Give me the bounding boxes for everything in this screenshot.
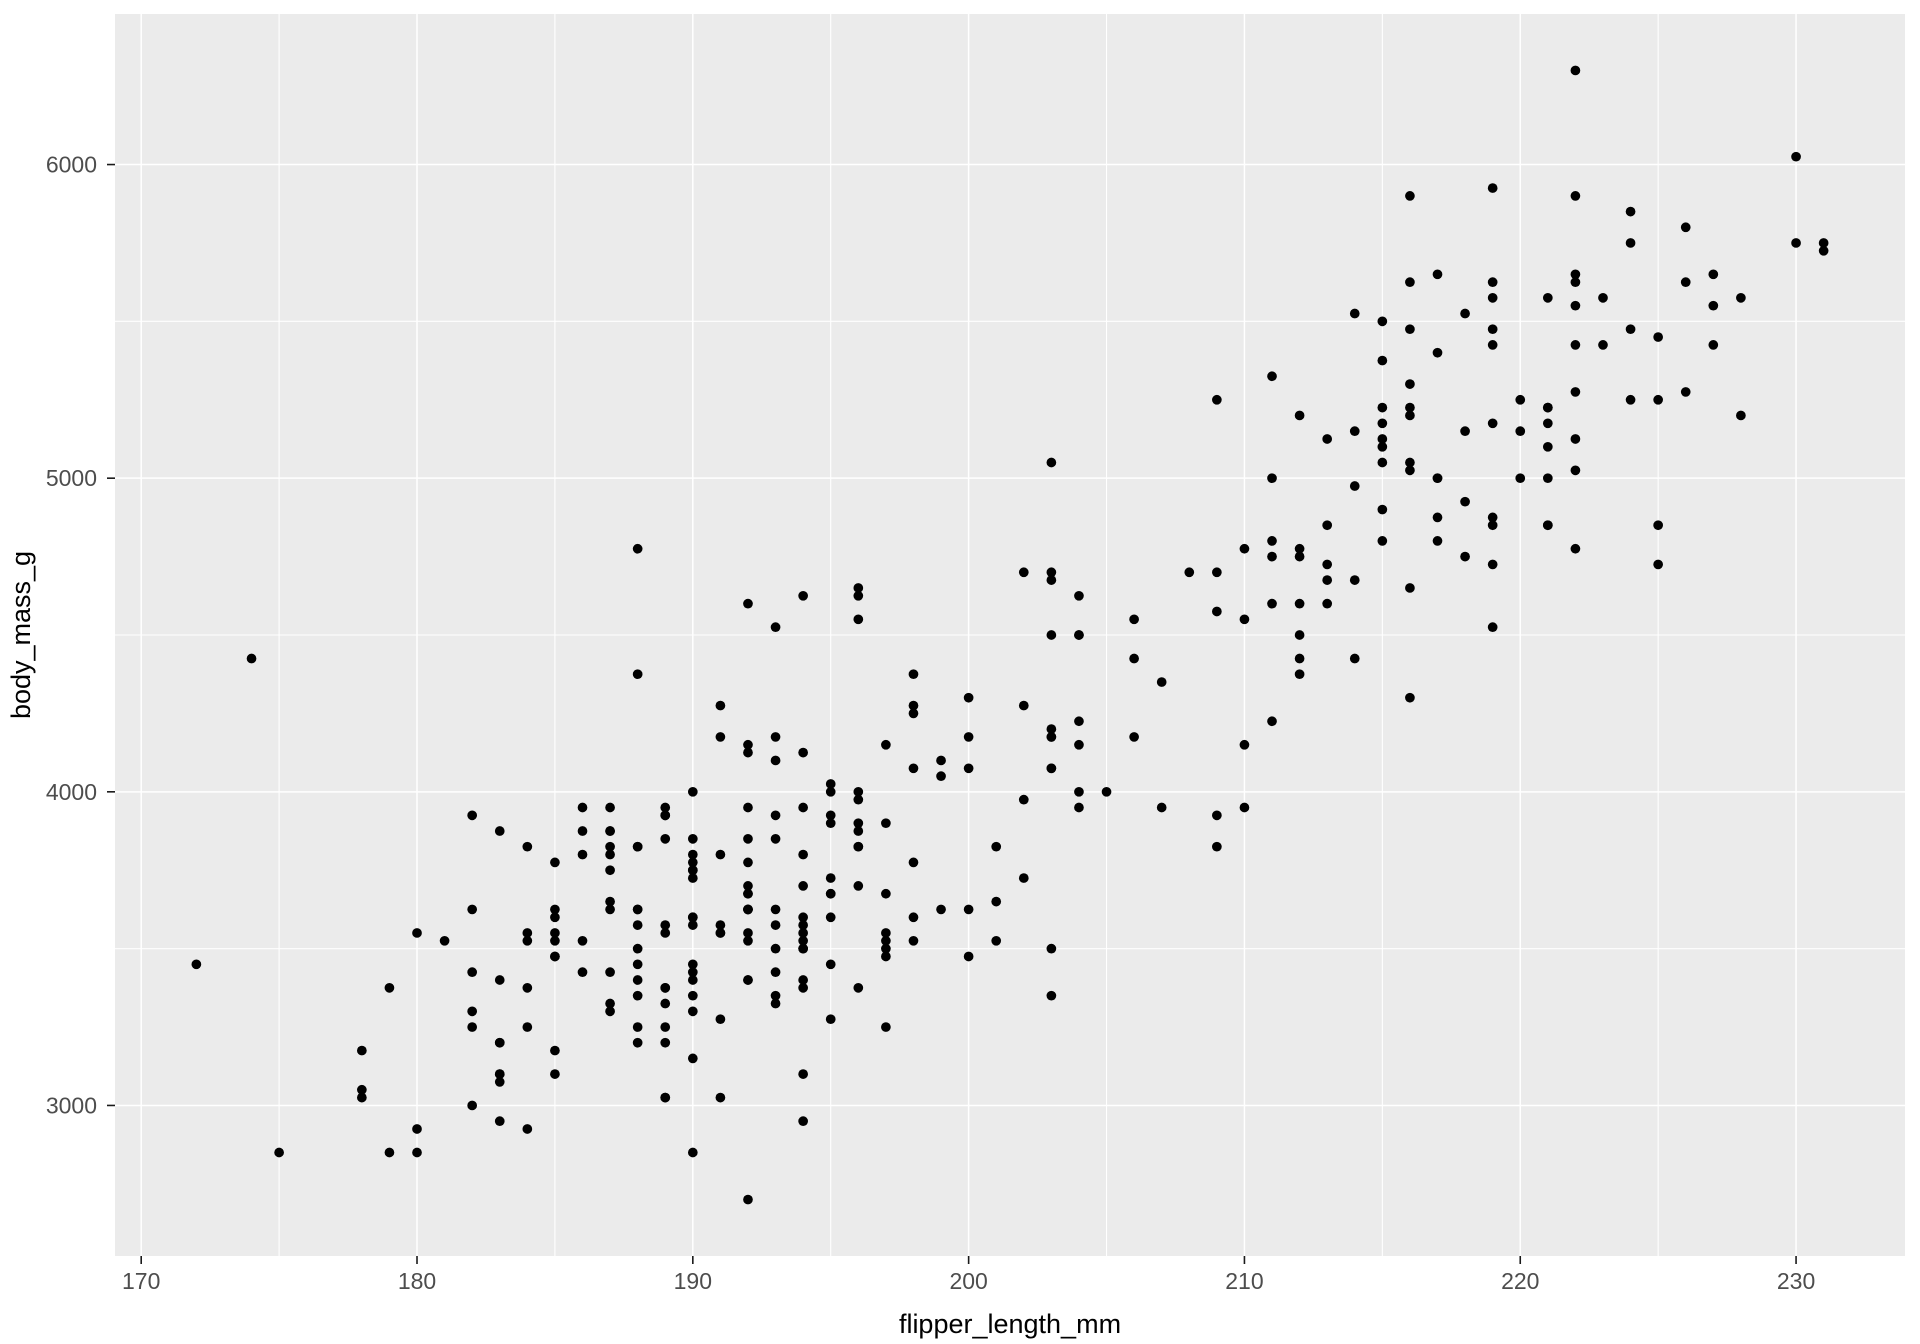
svg-text:3000: 3000 (46, 1093, 97, 1119)
svg-text:220: 220 (1501, 1268, 1539, 1294)
svg-text:210: 210 (1225, 1268, 1263, 1294)
svg-text:180: 180 (398, 1268, 436, 1294)
svg-text:flipper_length_mm: flipper_length_mm (899, 1309, 1121, 1339)
svg-text:5000: 5000 (46, 465, 97, 491)
svg-text:230: 230 (1777, 1268, 1815, 1294)
svg-text:body_mass_g: body_mass_g (6, 551, 36, 719)
svg-text:6000: 6000 (46, 152, 97, 178)
svg-text:200: 200 (949, 1268, 987, 1294)
svg-text:4000: 4000 (46, 779, 97, 805)
svg-text:170: 170 (122, 1268, 160, 1294)
svg-text:190: 190 (674, 1268, 712, 1294)
